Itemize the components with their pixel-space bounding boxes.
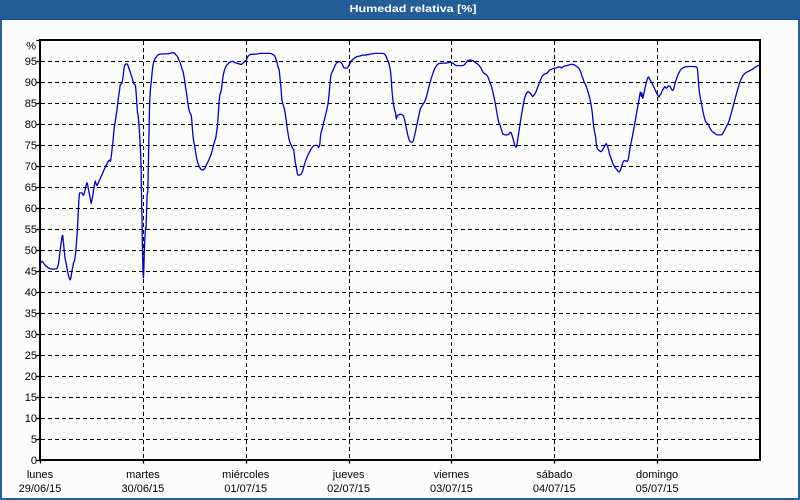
svg-text:25: 25 (25, 350, 37, 362)
svg-text:65: 65 (25, 182, 37, 194)
svg-text:55: 55 (25, 224, 37, 236)
svg-text:domingo: domingo (636, 469, 678, 481)
svg-text:15: 15 (25, 392, 37, 404)
svg-text:90: 90 (25, 77, 37, 89)
svg-text:85: 85 (25, 98, 37, 110)
svg-text:jueves: jueves (332, 469, 365, 481)
svg-text:0: 0 (31, 455, 37, 467)
svg-text:%: % (26, 41, 36, 53)
svg-text:30: 30 (25, 329, 37, 341)
svg-text:04/07/15: 04/07/15 (533, 483, 576, 495)
svg-text:30/06/15: 30/06/15 (121, 483, 164, 495)
svg-text:40: 40 (25, 287, 37, 299)
svg-text:miércoles: miércoles (222, 469, 270, 481)
svg-text:60: 60 (25, 203, 37, 215)
svg-text:29/06/15: 29/06/15 (19, 483, 62, 495)
svg-text:80: 80 (25, 119, 37, 131)
svg-text:viernes: viernes (434, 469, 470, 481)
svg-text:35: 35 (25, 308, 37, 320)
svg-text:10: 10 (25, 413, 37, 425)
svg-text:03/07/15: 03/07/15 (430, 483, 473, 495)
svg-text:20: 20 (25, 371, 37, 383)
svg-text:lunes: lunes (27, 469, 54, 481)
svg-text:02/07/15: 02/07/15 (327, 483, 370, 495)
svg-text:5: 5 (31, 434, 37, 446)
svg-text:05/07/15: 05/07/15 (636, 483, 679, 495)
svg-text:70: 70 (25, 161, 37, 173)
svg-text:sábado: sábado (536, 469, 572, 481)
svg-text:50: 50 (25, 245, 37, 257)
svg-text:01/07/15: 01/07/15 (224, 483, 267, 495)
svg-text:75: 75 (25, 140, 37, 152)
svg-text:95: 95 (25, 56, 37, 68)
svg-text:martes: martes (126, 469, 160, 481)
svg-text:45: 45 (25, 266, 37, 278)
